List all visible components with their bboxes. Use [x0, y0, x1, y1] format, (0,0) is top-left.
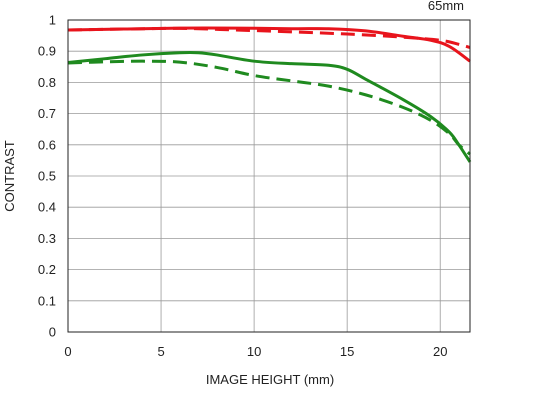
- y-tick-label: 0.7: [38, 106, 56, 121]
- x-tick-label: 5: [157, 344, 164, 359]
- plot-frame: [67, 19, 471, 333]
- series-green-dashed-line: [67, 59, 471, 156]
- y-tick-label: 0.6: [38, 137, 56, 152]
- y-tick-label: 0.9: [38, 44, 56, 59]
- x-tick-label: 10: [247, 344, 261, 359]
- y-tick-label: 1: [49, 13, 56, 28]
- y-axis-title: CONTRAST: [2, 140, 17, 212]
- chart-title: 65mm: [428, 0, 464, 13]
- y-tick-label: 0.4: [38, 200, 56, 215]
- x-tick-label: 15: [340, 344, 354, 359]
- y-tick-label: 0.2: [38, 262, 56, 277]
- x-tick-label: 0: [64, 344, 71, 359]
- x-tick-label: 20: [433, 344, 447, 359]
- y-tick-label: 0.5: [38, 169, 56, 184]
- y-tick-label: 0: [49, 325, 56, 340]
- series-lines: [67, 26, 472, 163]
- y-tick-label: 0.8: [38, 75, 56, 90]
- tick-labels: 00.10.20.30.40.50.60.70.80.910 5 10 15 20: [38, 13, 448, 360]
- y-tick-label: 0.1: [38, 293, 56, 308]
- grid-lines: [68, 20, 470, 332]
- series-green-solid-line: [67, 50, 472, 163]
- series-red-dashed-line: [67, 26, 471, 49]
- y-tick-label: 0.3: [38, 231, 56, 246]
- x-axis-title: IMAGE HEIGHT (mm): [206, 372, 334, 387]
